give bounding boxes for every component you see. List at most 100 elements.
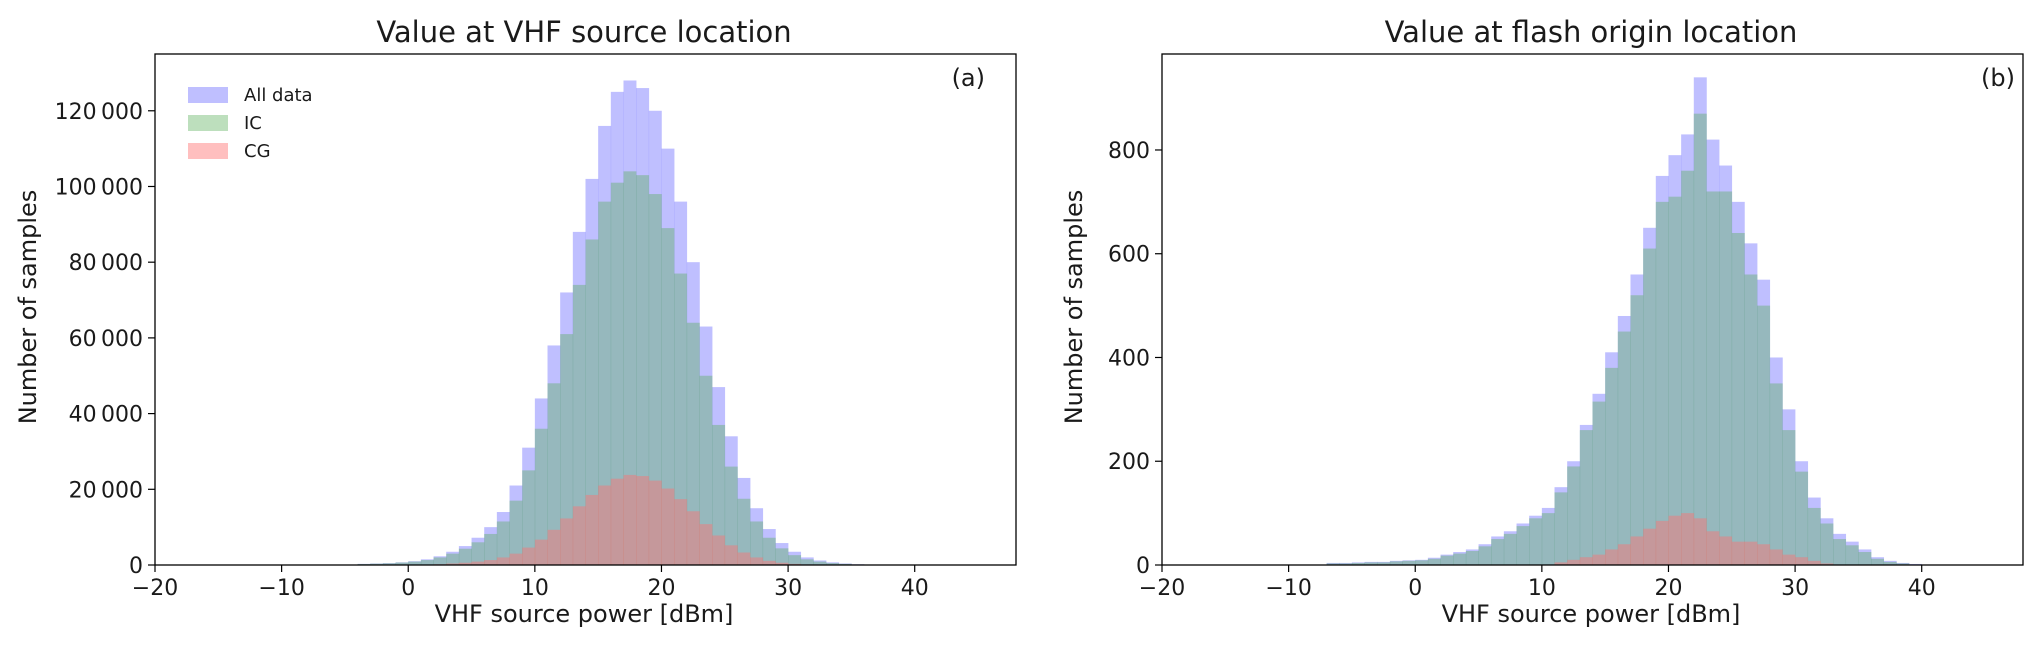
histogram-bar — [1782, 409, 1796, 565]
histogram-bar — [484, 533, 498, 565]
x-tick-label: −20 — [132, 576, 178, 601]
histogram-bar — [1719, 536, 1733, 565]
histogram-b: Value at flash origin location (b) VHF s… — [1060, 15, 2024, 628]
y-tick-label: 60 000 — [69, 327, 143, 352]
histogram-bar — [1807, 507, 1821, 565]
histogram-bar — [699, 326, 713, 565]
histogram-bar — [1706, 531, 1720, 565]
series-cg — [433, 474, 814, 565]
histogram-bar — [395, 562, 409, 565]
histogram-bar — [1617, 315, 1631, 565]
histogram-bar — [1592, 393, 1606, 565]
histogram-bar — [661, 228, 675, 565]
y-tick-label: 600 — [1108, 243, 1150, 268]
histogram-bar — [1491, 539, 1505, 565]
legend-label-ic: IC — [244, 113, 262, 134]
series-all-data — [357, 80, 865, 566]
histogram-bar — [788, 551, 802, 565]
histogram-bar — [534, 428, 548, 565]
histogram-bar — [522, 547, 536, 565]
series-ic — [1326, 113, 1923, 566]
histogram-bar — [1579, 557, 1593, 565]
histogram-bar — [1605, 549, 1619, 565]
y-tick-label: 80 000 — [69, 251, 143, 276]
histogram-bar — [1668, 155, 1682, 566]
histogram-bar — [598, 485, 612, 565]
histogram-bar — [1643, 528, 1657, 565]
histogram-bar — [1605, 352, 1619, 565]
chart-title: Value at flash origin location — [1385, 15, 1798, 49]
chart-title: Value at VHF source location — [376, 15, 791, 49]
y-tick-label: 400 — [1108, 346, 1150, 371]
histogram-bar — [762, 529, 776, 565]
legend: All data IC CG — [188, 85, 313, 162]
chart-panel-a: Value at VHF source location (a) VHF sou… — [14, 15, 1017, 628]
histogram-bar — [1402, 560, 1416, 565]
histogram-bar — [1782, 430, 1796, 565]
histogram-bar — [1617, 544, 1631, 565]
histogram-bar — [636, 476, 650, 565]
histogram-bar — [1339, 562, 1353, 565]
histogram-bar — [737, 498, 751, 565]
histogram-bar — [1579, 424, 1593, 565]
histogram-bar — [560, 518, 574, 565]
histogram-bar — [471, 561, 485, 565]
histogram-bar — [1795, 461, 1809, 565]
histogram-bar — [408, 561, 422, 565]
histogram-bar — [1617, 331, 1631, 565]
histogram-bar — [1351, 562, 1365, 565]
histogram-bar — [395, 562, 409, 565]
histogram-bar — [446, 563, 460, 565]
histogram-bar — [1326, 563, 1340, 565]
histogram-bar — [724, 466, 738, 565]
histogram-bar — [1592, 554, 1606, 565]
histogram-bar — [1554, 487, 1568, 565]
histogram-bar — [775, 548, 789, 565]
histogram-bar — [382, 563, 396, 565]
histogram-bar — [560, 292, 574, 565]
x-tick-label: −10 — [258, 576, 304, 601]
histogram-bar — [1516, 526, 1530, 565]
histogram-bar — [433, 556, 447, 565]
x-tick-label: 30 — [1781, 576, 1809, 601]
histogram-bar — [775, 543, 789, 565]
histogram-bar — [661, 488, 675, 565]
histogram-bar — [636, 175, 650, 566]
histogram-bar — [674, 273, 688, 565]
histogram-bar — [1427, 558, 1441, 565]
histogram-bar — [838, 563, 852, 565]
histogram-bar — [674, 201, 688, 565]
histogram-bar — [1845, 545, 1859, 565]
histogram-bar — [572, 284, 586, 565]
histogram-bar — [636, 88, 650, 566]
histogram-bar — [1465, 549, 1479, 565]
histogram-bar — [1681, 134, 1695, 565]
histogram-bar — [1389, 561, 1403, 565]
histogram-bar — [1668, 515, 1682, 565]
y-tick-label: 100 000 — [55, 175, 143, 200]
histogram-bar — [1554, 562, 1568, 565]
histogram-bar — [484, 527, 498, 565]
histogram-bar — [496, 512, 510, 565]
histogram-bar — [1845, 541, 1859, 565]
histogram-bar — [1731, 541, 1745, 565]
histogram-bar — [433, 557, 447, 565]
histogram-bar — [471, 542, 485, 565]
histogram-bar — [598, 201, 612, 565]
x-axis-label: VHF source power [dBm] — [435, 600, 734, 628]
histogram-bar — [509, 500, 523, 565]
histogram-bar — [1681, 513, 1695, 565]
histogram-bar — [1820, 563, 1834, 565]
histogram-bar — [382, 563, 396, 565]
histogram-bar — [534, 398, 548, 565]
histogram-bar — [1377, 562, 1391, 565]
bars — [357, 80, 865, 566]
histogram-bar — [496, 557, 510, 565]
histogram-bar — [1453, 553, 1467, 565]
legend-swatch-ic — [188, 115, 228, 131]
histogram-bar — [496, 521, 510, 565]
histogram-bar — [1706, 191, 1720, 565]
histogram-bar — [813, 560, 827, 565]
histogram-bar — [1795, 557, 1809, 565]
histogram-bar — [1326, 562, 1340, 565]
